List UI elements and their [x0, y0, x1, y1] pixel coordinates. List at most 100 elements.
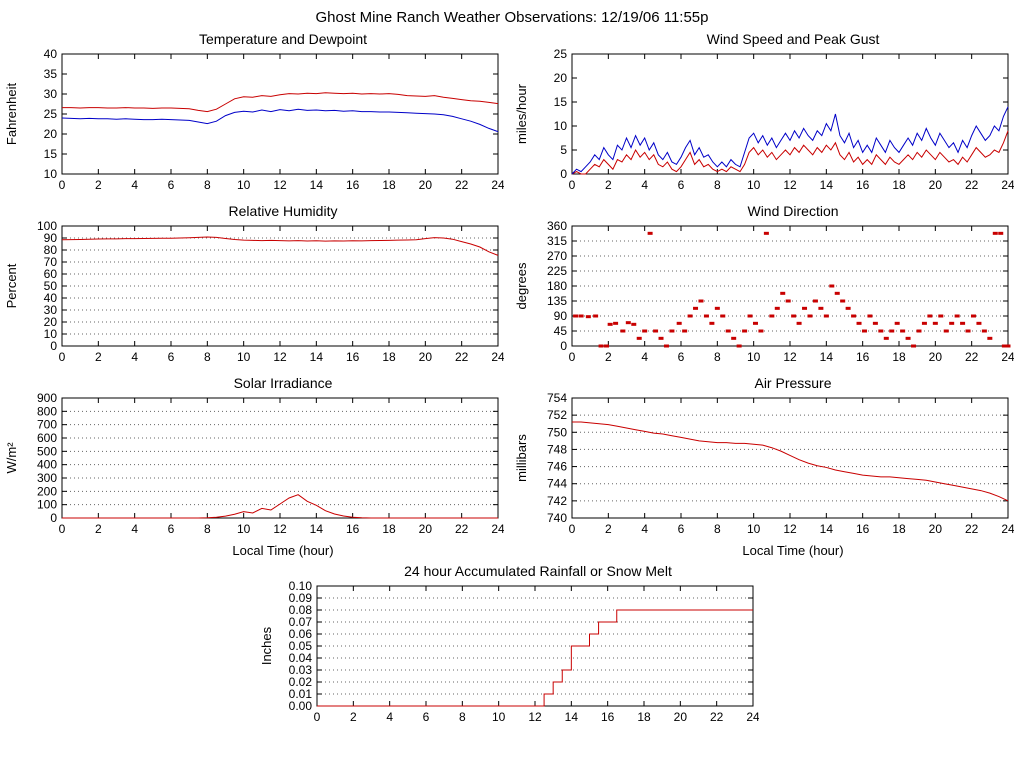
svg-text:8: 8	[714, 350, 721, 364]
svg-text:16: 16	[346, 522, 360, 536]
chart-accumulated-rainfall: 24 hour Accumulated Rainfall or Snow Mel…	[259, 562, 765, 732]
chart-title: Relative Humidity	[228, 203, 338, 219]
plot-relative-humidity: 0 2 4 6 8 10 12 14 16 18 20 22 240102030405060708090…	[4, 220, 504, 364]
svg-text:20: 20	[929, 522, 943, 536]
svg-text:20: 20	[419, 178, 433, 192]
svg-text:12: 12	[783, 178, 797, 192]
svg-text:22: 22	[965, 178, 979, 192]
svg-text:35: 35	[44, 67, 58, 81]
svg-text:20: 20	[44, 315, 58, 329]
svg-text:8: 8	[459, 710, 466, 724]
svg-text:20: 20	[554, 71, 568, 85]
svg-text:0: 0	[59, 350, 66, 364]
svg-text:18: 18	[892, 350, 906, 364]
svg-text:20: 20	[674, 710, 688, 724]
svg-text:4: 4	[131, 522, 138, 536]
svg-text:315: 315	[547, 234, 567, 248]
svg-text:4: 4	[386, 710, 393, 724]
svg-text:18: 18	[892, 178, 906, 192]
svg-text:754: 754	[547, 392, 567, 405]
svg-text:24: 24	[491, 522, 504, 536]
svg-text:14: 14	[565, 710, 579, 724]
svg-text:14: 14	[820, 350, 834, 364]
page-title: Ghost Mine Ranch Weather Observations: 1…	[315, 9, 709, 26]
svg-text:740: 740	[547, 511, 567, 525]
svg-text:22: 22	[710, 710, 724, 724]
svg-text:W/m²: W/m²	[4, 442, 19, 474]
svg-text:180: 180	[547, 279, 567, 293]
svg-text:24: 24	[491, 350, 504, 364]
svg-text:8: 8	[204, 178, 211, 192]
svg-text:4: 4	[641, 522, 648, 536]
svg-text:16: 16	[346, 350, 360, 364]
svg-text:10: 10	[492, 710, 506, 724]
svg-text:0: 0	[560, 167, 567, 181]
svg-text:20: 20	[44, 127, 58, 141]
chart-wind-direction: Wind Direction 0 2 4 6 8 10 12 14 16 18 20 22 24 0 45 9…	[514, 202, 1020, 372]
svg-text:25: 25	[554, 48, 568, 61]
svg-text:0.06: 0.06	[289, 627, 313, 641]
svg-text:300: 300	[37, 471, 57, 485]
svg-text:742: 742	[547, 494, 567, 508]
svg-text:Percent: Percent	[4, 263, 19, 308]
svg-text:24: 24	[491, 178, 504, 192]
svg-text:16: 16	[856, 522, 870, 536]
svg-text:10: 10	[237, 522, 251, 536]
svg-text:14: 14	[310, 522, 324, 536]
svg-text:16: 16	[601, 710, 615, 724]
svg-text:0.01: 0.01	[289, 687, 313, 701]
svg-text:8: 8	[204, 350, 211, 364]
svg-text:6: 6	[423, 710, 430, 724]
svg-text:0: 0	[560, 339, 567, 353]
svg-text:Inches: Inches	[259, 626, 274, 665]
svg-text:270: 270	[547, 249, 567, 263]
svg-text:24: 24	[1001, 522, 1014, 536]
svg-text:0.05: 0.05	[289, 639, 313, 653]
svg-text:18: 18	[892, 522, 906, 536]
svg-text:20: 20	[419, 350, 433, 364]
svg-text:0.03: 0.03	[289, 663, 313, 677]
svg-text:10: 10	[44, 167, 58, 181]
svg-text:400: 400	[37, 458, 57, 472]
svg-text:6: 6	[168, 178, 175, 192]
svg-text:miles/hour: miles/hour	[514, 83, 529, 144]
svg-text:0.09: 0.09	[289, 591, 313, 605]
svg-text:18: 18	[382, 178, 396, 192]
svg-text:2: 2	[605, 178, 612, 192]
chart-title: Temperature and Dewpoint	[198, 31, 368, 47]
svg-text:20: 20	[419, 522, 433, 536]
svg-text:0.07: 0.07	[289, 615, 313, 629]
svg-text:18: 18	[637, 710, 651, 724]
svg-text:22: 22	[965, 522, 979, 536]
svg-text:8: 8	[714, 522, 721, 536]
svg-text:12: 12	[783, 350, 797, 364]
plot-wind-speed-gust: 0 2 4 6 8 10 12 14 16 18 20 22 240510152025miles/hou…	[514, 48, 1014, 192]
svg-text:2: 2	[605, 522, 612, 536]
svg-text:4: 4	[641, 350, 648, 364]
svg-text:14: 14	[310, 178, 324, 192]
chart-title: Air Pressure	[754, 375, 832, 391]
svg-text:22: 22	[455, 178, 469, 192]
svg-text:degrees: degrees	[514, 262, 529, 309]
svg-text:748: 748	[547, 442, 567, 456]
svg-text:12: 12	[783, 522, 797, 536]
svg-text:0.04: 0.04	[289, 651, 313, 665]
plot-accumulated-rainfall: 0 2 4 6 8 10 12 14 16 18 20 22 240.000.010.020.030.0…	[259, 580, 759, 724]
plot-solar-irradiance: 0 2 4 6 8 10 12 14 16 18 20 22 240100200300400500600…	[4, 392, 504, 536]
svg-text:2: 2	[605, 350, 612, 364]
svg-text:6: 6	[678, 350, 685, 364]
chart-air-pressure: Air Pressure 0 2 4 6 8 10 12 14 16 18 20 22 24 740 742…	[514, 374, 1020, 560]
svg-text:4: 4	[131, 350, 138, 364]
svg-text:20: 20	[929, 178, 943, 192]
charts-grid: Temperature and Dewpoint 0 2 4 6 8 10 12 14 16 18…	[0, 30, 1024, 732]
svg-text:10: 10	[747, 178, 761, 192]
svg-text:6: 6	[168, 522, 175, 536]
svg-text:12: 12	[273, 350, 287, 364]
svg-text:90: 90	[554, 309, 568, 323]
svg-text:16: 16	[856, 178, 870, 192]
svg-text:40: 40	[44, 48, 58, 61]
svg-text:10: 10	[44, 327, 58, 341]
svg-text:24: 24	[1001, 350, 1014, 364]
svg-text:746: 746	[547, 460, 567, 474]
svg-text:12: 12	[273, 178, 287, 192]
